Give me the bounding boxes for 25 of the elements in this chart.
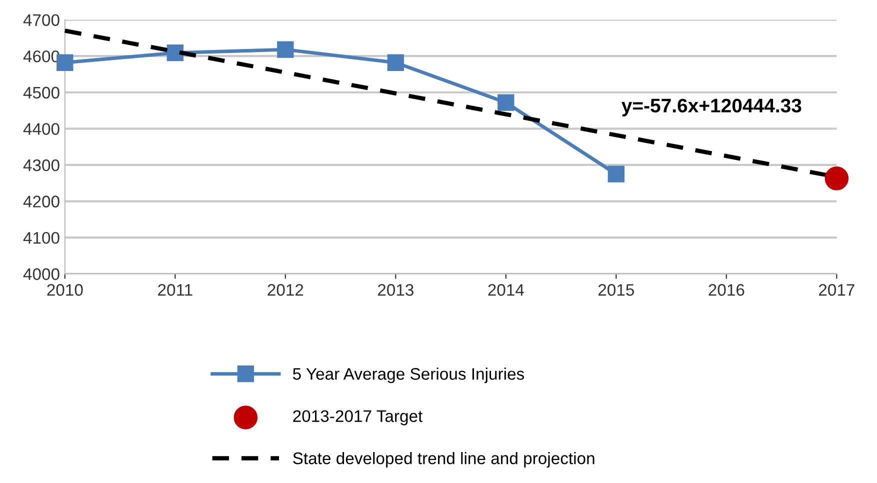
y-tick-label: 4400 [23, 123, 60, 135]
legend-label: State developed trend line and projection [293, 452, 594, 468]
point [824, 166, 849, 190]
x-tick-label: 2011 [158, 284, 192, 296]
y-tick-label: 4200 [23, 196, 60, 208]
legend-label: 2013-2017 Target [293, 410, 423, 426]
x-tick-label: 2016 [708, 284, 744, 296]
point [498, 94, 514, 111]
x-tick-label: 2010 [47, 284, 83, 296]
point [166, 44, 184, 62]
x-tick-label: 2012 [268, 284, 304, 296]
point [387, 54, 404, 71]
x-tick-label: 2013 [378, 284, 414, 296]
x-tick-label: 2014 [488, 284, 524, 296]
x-tick-label: 2015 [598, 284, 634, 296]
point [277, 41, 294, 58]
y-tick-label: 4300 [23, 159, 60, 172]
x-tick-label: 2017 [818, 284, 854, 296]
y-tick-label: 4000 [23, 268, 60, 280]
point [608, 166, 624, 182]
y-tick-label: 4500 [23, 86, 60, 99]
annotation: y=-57.6x+120444.33 [622, 98, 802, 116]
legend-label: 5 Year Average Serious Injuries [292, 368, 524, 384]
y-tick-label: 4700 [23, 14, 60, 26]
y-tick-label: 4100 [23, 232, 60, 244]
